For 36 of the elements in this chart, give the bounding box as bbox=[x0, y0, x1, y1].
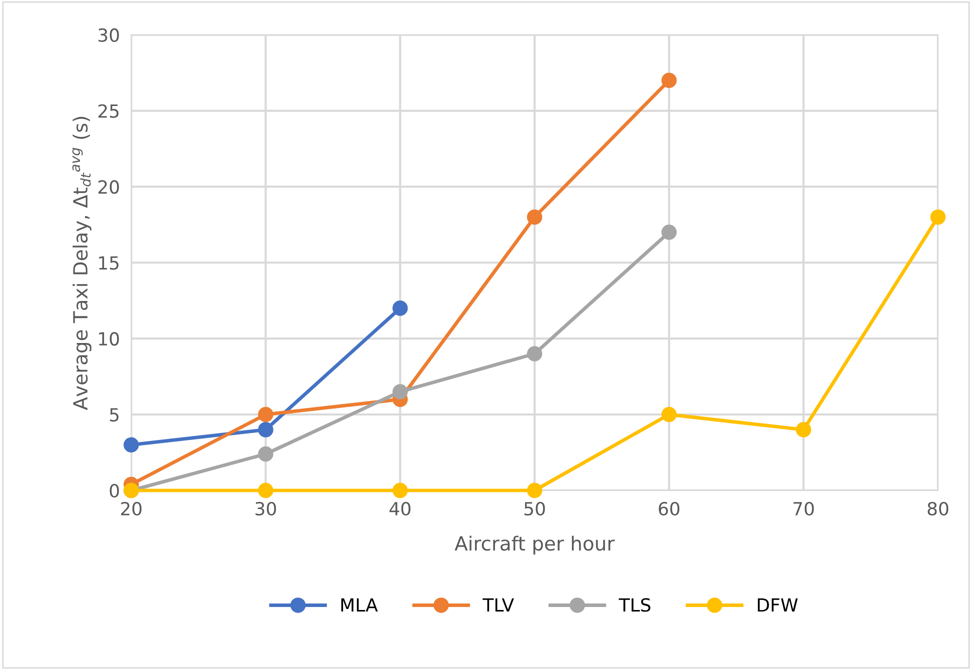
point bbox=[661, 406, 677, 422]
legend-label: TLV bbox=[482, 598, 514, 612]
point bbox=[661, 72, 677, 88]
point bbox=[392, 384, 408, 400]
y-tick-label: 20 bbox=[98, 180, 119, 194]
point bbox=[526, 209, 542, 225]
point bbox=[258, 446, 274, 462]
x-tick-label: 70 bbox=[794, 502, 814, 516]
point bbox=[930, 209, 946, 225]
point bbox=[392, 300, 408, 316]
x-tick-label: 60 bbox=[658, 502, 680, 516]
x-tick-label: 80 bbox=[928, 502, 948, 516]
y-tick-label: 10 bbox=[99, 332, 119, 346]
y-tick-label: 0 bbox=[110, 484, 119, 498]
point bbox=[258, 406, 274, 422]
y-tick-label: 15 bbox=[99, 256, 119, 270]
x-tick-label: 20 bbox=[121, 502, 142, 516]
x-tick-label: 30 bbox=[256, 502, 276, 516]
y-tick-label: 30 bbox=[98, 28, 119, 42]
x-axis-title: Aircraft per hour bbox=[454, 536, 615, 555]
point bbox=[661, 224, 677, 240]
y-axis-title: Average Taxi Delay, Δt$_{dt}$$^{avg}$ (s) bbox=[72, 116, 92, 410]
point bbox=[258, 422, 274, 438]
x-tick-label: 40 bbox=[390, 502, 410, 516]
point bbox=[392, 482, 408, 498]
legend-label: MLA bbox=[341, 598, 378, 612]
legend-label: DFW bbox=[758, 598, 798, 612]
y-tick-label: 25 bbox=[98, 104, 119, 118]
x-tick-label: 50 bbox=[524, 502, 545, 516]
legend-label: TLS bbox=[618, 598, 650, 612]
point bbox=[124, 437, 139, 453]
point bbox=[526, 346, 542, 362]
point bbox=[526, 482, 542, 498]
point bbox=[258, 482, 274, 498]
y-tick-label: 5 bbox=[110, 408, 119, 422]
point bbox=[796, 422, 812, 438]
